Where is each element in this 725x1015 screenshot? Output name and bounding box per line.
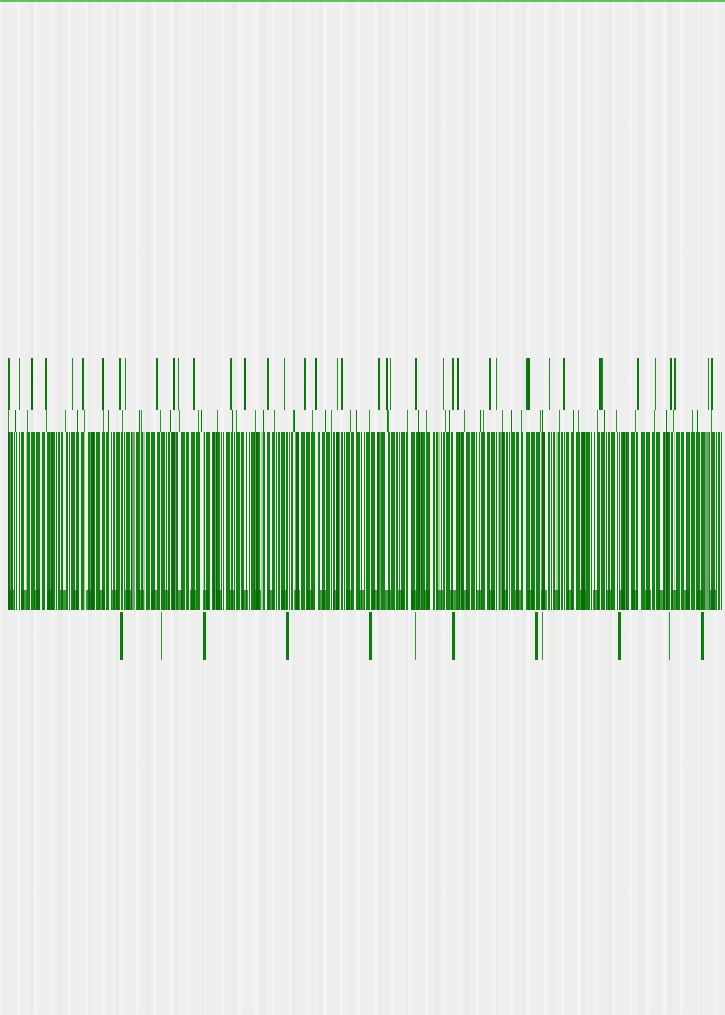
glitch-stripes-mid: [8, 410, 722, 432]
glitch-stripes-bottom: [8, 590, 722, 610]
glitch-stripes-top: [8, 358, 722, 410]
top-accent-line: [0, 0, 725, 2]
glitch-stripes-shade: [8, 432, 722, 610]
glitch-stripes-low: [120, 612, 722, 660]
